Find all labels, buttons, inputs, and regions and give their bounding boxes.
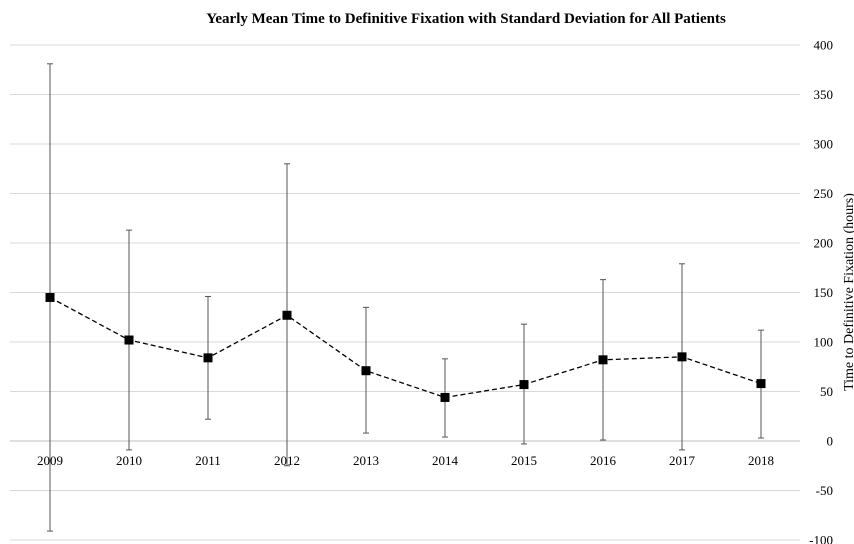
data-point-marker: [519, 380, 529, 390]
x-tick-label: 2011: [195, 453, 221, 468]
data-point-marker: [756, 379, 766, 389]
data-point-marker: [440, 392, 450, 402]
y-tick-label: 200: [814, 236, 834, 251]
data-point-marker: [45, 292, 55, 302]
y-tick-label: 400: [814, 38, 834, 53]
x-tick-label: 2016: [590, 453, 617, 468]
x-tick-label: 2013: [353, 453, 379, 468]
x-tick-label: 2012: [274, 453, 300, 468]
chart-title: Yearly Mean Time to Definitive Fixation …: [206, 11, 726, 27]
y-tick-label: 250: [814, 186, 834, 201]
y-axis-title: Time to Definitive Fixation (hours): [842, 193, 854, 391]
x-axis-tick-labels: 2009 2010 2011 2012 2013 2014 2015 2016 2017 2018: [37, 453, 774, 468]
y-tick-label: 150: [814, 285, 834, 300]
data-point-marker: [677, 352, 687, 362]
data-point-marker: [361, 366, 371, 376]
x-tick-label: 2009: [37, 453, 63, 468]
y-tick-label: 300: [814, 137, 834, 152]
y-tick-label: 350: [814, 87, 834, 102]
data-point-markers: [45, 292, 766, 402]
series-line: [49, 296, 762, 399]
gridlines: [10, 44, 800, 541]
x-tick-label: 2010: [116, 453, 142, 468]
x-tick-label: 2018: [748, 453, 774, 468]
error-bars: [47, 63, 764, 532]
x-tick-label: 2017: [669, 453, 696, 468]
y-tick-label: -50: [816, 483, 833, 498]
x-tick-label: 2015: [511, 453, 537, 468]
x-tick-label: 2014: [432, 453, 459, 468]
data-point-marker: [203, 353, 213, 363]
y-axis-tick-labels: -100 -50 0 50 100 150 200 250 300 350 400: [809, 38, 833, 544]
y-tick-label: -100: [809, 533, 833, 544]
y-tick-label: 100: [814, 335, 834, 350]
data-point-marker: [282, 310, 292, 320]
data-point-marker: [124, 335, 134, 345]
data-point-marker: [598, 355, 608, 365]
y-tick-label: 50: [820, 384, 833, 399]
series-line-layer: [49, 296, 762, 399]
y-tick-label: 0: [827, 434, 834, 449]
